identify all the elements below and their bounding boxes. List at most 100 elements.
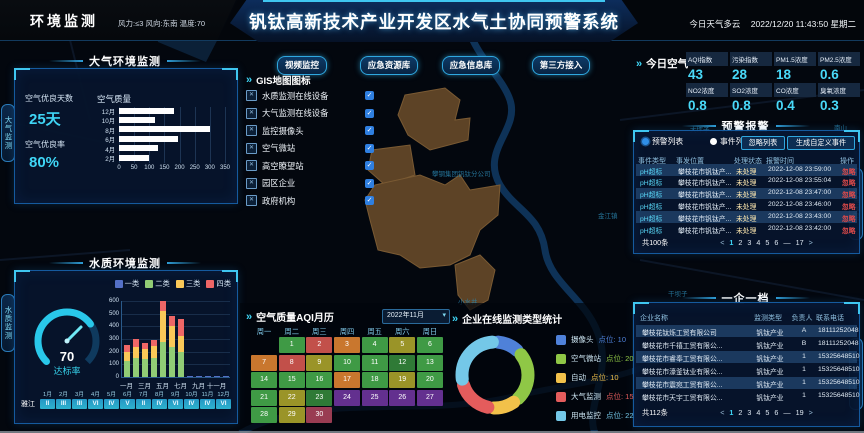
gis-layer-item[interactable]: ✕ 大气监测在线设备 ✓ [246, 105, 374, 123]
gis-layer-item[interactable]: ✕ 政府机构 ✓ [246, 192, 374, 210]
donut-segment[interactable] [455, 335, 535, 415]
page-number[interactable]: 2 [738, 408, 743, 417]
alarm-table-row[interactable]: pH超标 攀枝花市钒钛产... 未处理 2022-12-08 23:47:00 忽略 [636, 187, 857, 200]
donut-segment[interactable] [455, 335, 535, 415]
page-number[interactable]: 17 [795, 238, 804, 247]
calendar-day-cell[interactable]: 17 [333, 372, 361, 388]
calendar-day-cell[interactable]: 13 [416, 354, 443, 371]
page-prev-icon[interactable]: < [720, 238, 725, 247]
month-select-dropdown[interactable]: 2022年11月 ▾ [382, 309, 450, 324]
page-next-icon[interactable]: > [808, 238, 813, 247]
donut-legend-item[interactable]: 空气微站 点位: 20 [556, 349, 634, 368]
enterprise-table-row[interactable]: 攀枝花市震宛工贸有限公... 钒钛产业 1 15325648510 [636, 377, 860, 389]
page-number[interactable]: 19 [795, 408, 804, 417]
calendar-day-cell[interactable]: 25 [361, 389, 388, 406]
page-number[interactable]: 1 [729, 238, 734, 247]
calendar-day-cell[interactable]: 2 [306, 337, 333, 353]
alarm-table-row[interactable]: pH超标 攀枝花市钒钛产... 未处理 2022-12-08 23:42:00 忽略 [636, 223, 857, 235]
checkbox-checked-icon[interactable]: ✓ [365, 196, 374, 206]
create-custom-event-button[interactable]: 生成自定义事件 [787, 136, 855, 150]
calendar-day-cell[interactable]: 29 [278, 407, 305, 423]
calendar-day-cell[interactable]: 27 [416, 389, 443, 406]
emergency-resource-button[interactable]: 应急资源库 [360, 56, 418, 75]
calendar-day-cell[interactable]: 28 [251, 407, 278, 423]
page-number[interactable]: 4 [756, 408, 761, 417]
calendar-day-cell[interactable]: 23 [306, 389, 333, 406]
page-number[interactable]: 3 [747, 238, 752, 247]
third-party-button[interactable]: 第三方接入 [532, 56, 590, 75]
enterprise-table-row[interactable]: 攀枝花市濠釜钛业有限公... 钒钛产业 1 15325648510 [636, 364, 860, 376]
alarm-table-row[interactable]: pH超标 攀枝花市钒钛产... 未处理 2022-12-08 23:59:00 忽略 [636, 164, 857, 176]
page-number[interactable]: 3 [747, 408, 752, 417]
calendar-day-cell[interactable]: 19 [389, 372, 416, 388]
zone-polygon-south[interactable] [454, 254, 496, 311]
warning-list-radio[interactable]: 预警列表 [642, 136, 683, 147]
calendar-day-cell[interactable]: 20 [416, 372, 443, 388]
enterprise-table-row[interactable]: 攀枝花钛烁工贸有限公司 钒钛产业 A 18111252048 [636, 325, 859, 337]
calendar-day-cell[interactable]: 5 [389, 337, 416, 353]
enterprise-table-row[interactable]: 攀枝花市千禧工贸有限公... 钒钛产业 B 18111252048 [636, 338, 859, 350]
calendar-day-cell[interactable]: 7 [251, 354, 278, 371]
calendar-day-cell[interactable]: 10 [333, 354, 361, 371]
calendar-day-cell[interactable]: 9 [306, 354, 333, 371]
video-monitor-button[interactable]: 视频监控 [277, 56, 327, 75]
gis-layer-item[interactable]: ✕ 园区企业 ✓ [246, 175, 374, 193]
left-tab-water[interactable]: 水质监测 [1, 294, 15, 352]
gis-layer-item[interactable]: ✕ 空气微站 ✓ [246, 140, 374, 158]
donut-legend-item[interactable]: 自动 点位: 10 [556, 368, 634, 387]
checkbox-checked-icon[interactable]: ✓ [365, 161, 374, 171]
calendar-day-cell[interactable]: 12 [389, 354, 416, 371]
page-next-icon[interactable]: > [808, 408, 813, 417]
gis-layer-item[interactable]: ✕ 高空瞭望站 ✓ [246, 157, 374, 175]
ignore-list-button[interactable]: 忽略列表 [741, 136, 785, 150]
page-prev-icon[interactable]: < [720, 408, 725, 417]
page-number[interactable]: 2 [738, 238, 743, 247]
page-number[interactable]: 6 [774, 408, 779, 417]
calendar-day-cell[interactable]: 15 [278, 372, 305, 388]
page-number[interactable]: 5 [765, 408, 770, 417]
alarm-table-row[interactable]: pH超标 攀枝花市钒钛产... 未处理 2022-12-08 23:46:00 忽略 [636, 199, 857, 211]
calendar-day-cell[interactable]: 22 [278, 389, 305, 406]
emergency-info-button[interactable]: 应急信息库 [442, 56, 500, 75]
checkbox-checked-icon[interactable]: ✓ [365, 108, 374, 118]
calendar-day-cell[interactable]: 6 [416, 337, 443, 353]
donut-legend-item[interactable]: 大气监测 点位: 15 [556, 387, 634, 406]
calendar-day-cell[interactable]: 24 [333, 389, 361, 406]
page-number[interactable]: 5 [765, 238, 770, 247]
page-number[interactable]: 4 [756, 238, 761, 247]
calendar-day-cell[interactable]: 4 [361, 337, 388, 353]
alarm-action-link[interactable]: 忽略 [842, 168, 856, 176]
alarm-action-link[interactable]: 忽略 [842, 215, 856, 223]
gis-layer-item[interactable]: ✕ 水质监测在线设备 ✓ [246, 87, 374, 105]
alarm-action-link[interactable]: 忽略 [842, 192, 856, 200]
enterprise-table-row[interactable]: 攀枝花市睿奉工贸有限公... 钒钛产业 1 15325648510 [636, 351, 860, 363]
enterprise-table-row[interactable]: 攀枝花市天宇工贸有限公... 钒钛产业 1 15325648510 [636, 390, 860, 402]
zone-polygon-main[interactable] [364, 174, 501, 269]
page-number[interactable]: 1 [729, 408, 734, 417]
calendar-day-cell[interactable]: 14 [251, 372, 278, 388]
event-list-radio[interactable]: 事件列表 [710, 136, 751, 147]
alarm-table-row[interactable]: pH超标 攀枝花市钒钛产... 未处理 2022-12-08 23:55:04 忽略 [636, 176, 857, 188]
calendar-day-cell[interactable]: 18 [361, 372, 388, 388]
left-tab-air[interactable]: 大气监测 [1, 104, 15, 162]
alarm-action-link[interactable]: 忽略 [842, 180, 856, 188]
donut-segment[interactable] [455, 335, 535, 415]
alarm-action-link[interactable]: 忽略 [842, 203, 856, 211]
checkbox-checked-icon[interactable]: ✓ [365, 143, 374, 153]
calendar-day-cell[interactable]: 26 [389, 389, 416, 406]
calendar-day-cell[interactable]: 30 [306, 407, 333, 423]
calendar-day-cell[interactable]: 8 [278, 354, 305, 371]
alarm-table-row[interactable]: pH超标 攀枝花市钒钛产... 未处理 2022-12-08 23:43:00 忽略 [636, 211, 857, 223]
calendar-day-cell[interactable]: 3 [333, 337, 361, 353]
alarm-action-link[interactable]: 忽略 [842, 227, 856, 235]
calendar-day-cell[interactable]: 11 [361, 354, 388, 371]
donut-legend-item[interactable]: 摄像头 点位: 10 [556, 330, 634, 349]
page-number[interactable]: 6 [774, 238, 779, 247]
checkbox-checked-icon[interactable]: ✓ [365, 91, 374, 101]
calendar-day-cell[interactable]: 16 [306, 372, 333, 388]
calendar-day-cell[interactable]: 21 [251, 389, 278, 406]
calendar-day-cell[interactable]: 1 [278, 337, 305, 353]
checkbox-checked-icon[interactable]: ✓ [365, 126, 374, 136]
donut-legend-item[interactable]: 用电监控 点位: 22 [556, 406, 634, 425]
zone-polygon-north[interactable] [397, 87, 471, 151]
